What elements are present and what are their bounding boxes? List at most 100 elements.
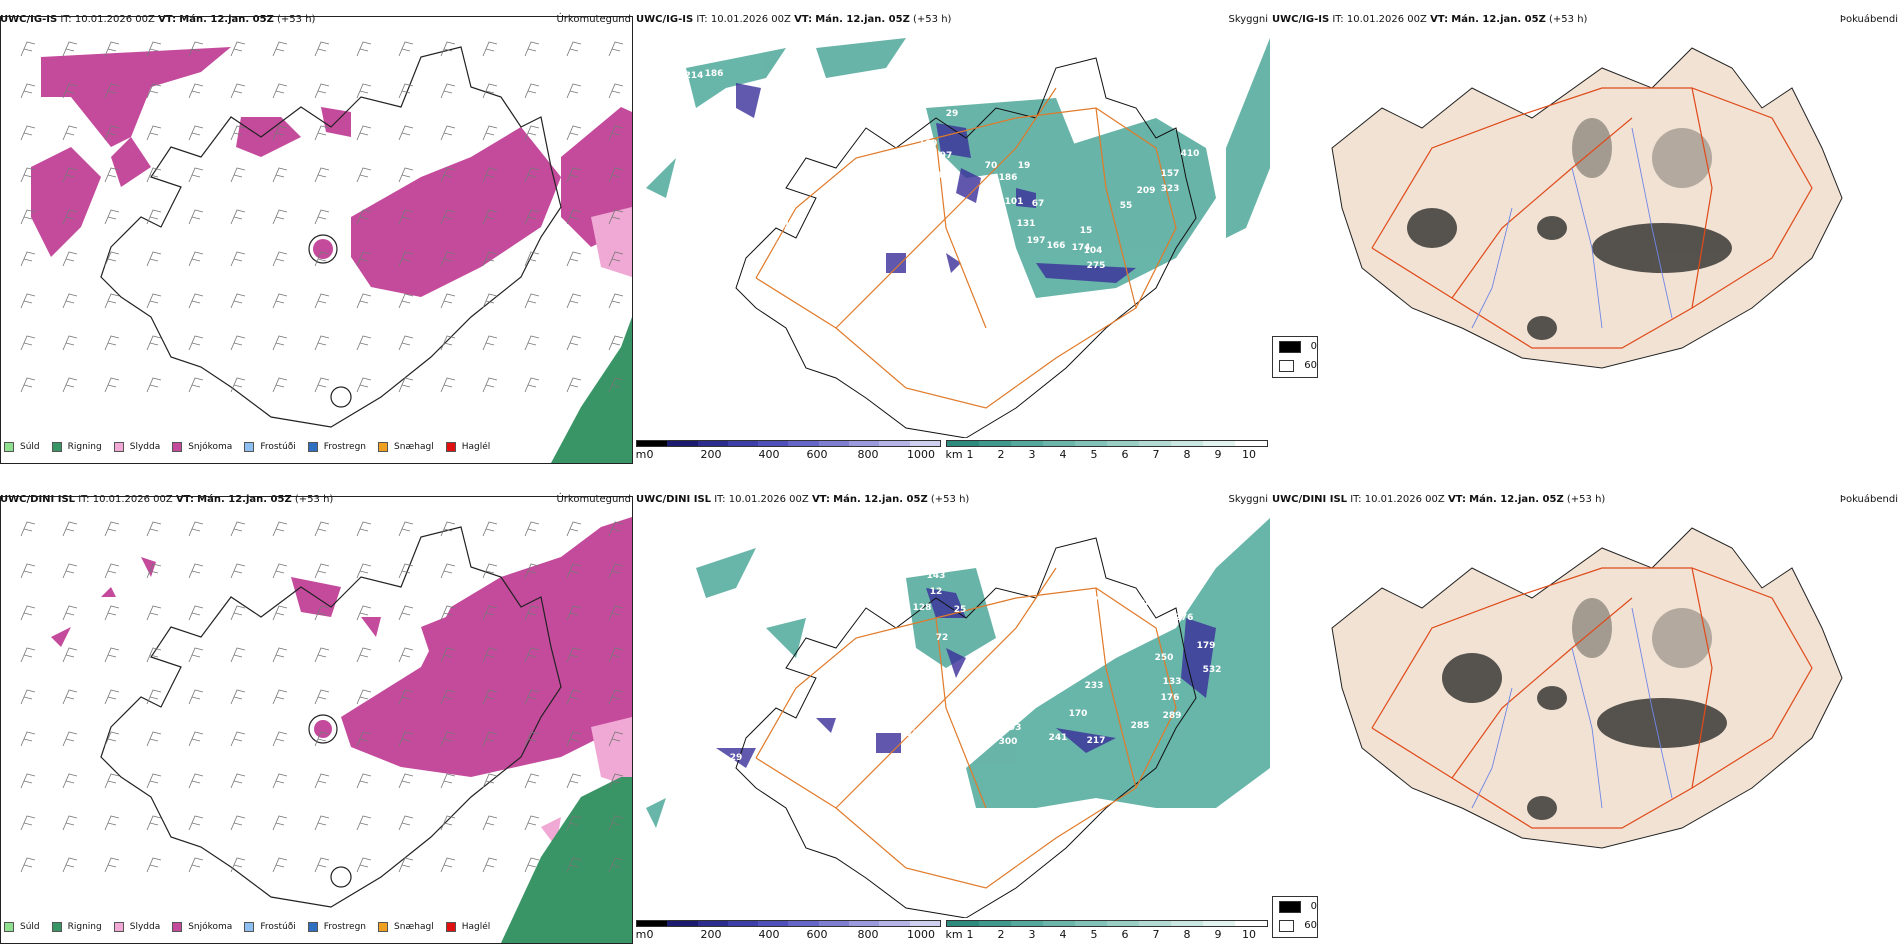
wind-barb [272, 41, 288, 57]
wind-barb [398, 377, 414, 393]
wind-barb [440, 731, 456, 747]
precip-type-map-frame [0, 16, 633, 464]
wind-barb [230, 563, 246, 579]
wind-barb [524, 293, 540, 309]
wind-barb [314, 41, 330, 57]
wind-barb [398, 209, 414, 225]
precip-value-label: 13 [730, 737, 743, 747]
wind-barb [62, 83, 78, 99]
wind-barb [524, 209, 540, 225]
wind-barb [566, 167, 582, 183]
colorbar-tick: 9 [1214, 448, 1222, 461]
wind-barb [608, 857, 624, 873]
wind-barb [104, 647, 120, 663]
precip-value-label: 12 [930, 587, 943, 597]
wind-barb [62, 41, 78, 57]
precip-value-label: 186 [705, 69, 724, 79]
wind-barb [188, 815, 204, 831]
colorbar-step [1235, 441, 1267, 446]
lead-time: (+53 h) [1549, 14, 1588, 25]
legend-swatch [445, 442, 456, 452]
wind-barb [272, 563, 288, 579]
wind-barb [608, 335, 624, 351]
wind-barb [20, 167, 36, 183]
wind-barb [356, 563, 372, 579]
colorbar-step [1043, 921, 1075, 926]
precip-value-label: 169 [919, 139, 938, 149]
wind-barb [524, 605, 540, 621]
valid-time: Mán. 12.jan. 05Z [833, 494, 928, 505]
wind-barb [482, 773, 498, 789]
precip-value-label: 157 [1161, 169, 1180, 179]
lead-time: (+53 h) [913, 14, 952, 25]
wind-barb [314, 857, 330, 873]
wind-barb [524, 773, 540, 789]
low-visibility-areas [646, 38, 1270, 298]
precip-type-map [20, 41, 632, 463]
visibility-colorbar-ticks: km 1 2 3 4 5 6 7 8 9 10 [945, 927, 1268, 941]
init-time: 10.01.2026 00Z [1346, 14, 1427, 25]
wind-barb [20, 605, 36, 621]
colorbar-tick: 1 [966, 448, 974, 461]
legend-item: Frostregn [307, 442, 366, 452]
precip-value-label: 149 [979, 723, 998, 733]
colorbar-step [909, 441, 940, 446]
legend-swatch [51, 922, 62, 932]
legend-item: Frostregn [307, 922, 366, 932]
colorbar-step [788, 441, 819, 446]
height-colorbar-strip [636, 920, 941, 927]
wind-barb [524, 41, 540, 57]
precip-type-legend: Súld Rigning Slydda Snjókoma Frostúði Fr… [4, 442, 502, 452]
wind-barb [230, 209, 246, 225]
legend-item: Haglél [445, 922, 490, 932]
wind-barb [20, 689, 36, 705]
colorbar-step [947, 921, 979, 926]
wind-barb [230, 689, 246, 705]
init-time-label: IT: [1350, 494, 1362, 505]
precip-type-legend: Súld Rigning Slydda Snjókoma Frostúði Fr… [4, 922, 502, 932]
precip-value-label: 97 [940, 151, 953, 161]
wind-barb [104, 563, 120, 579]
wind-barb [398, 83, 414, 99]
wind-barb [566, 605, 582, 621]
wind-barb [356, 335, 372, 351]
wind-barb [356, 647, 372, 663]
precip-value-label: 772 [1087, 596, 1106, 606]
wind-barb [230, 605, 246, 621]
colorbar-step [1107, 921, 1139, 926]
wind-barb [230, 521, 246, 537]
wind-barb [482, 731, 498, 747]
colorbar-tick: 9 [1214, 928, 1222, 941]
height-colorbar-ticks: m 0 200 400 600 800 1000 [636, 927, 941, 941]
iceland-coastline [100, 526, 562, 908]
wind-barb [230, 167, 246, 183]
wind-barb [314, 731, 330, 747]
wind-barb [566, 335, 582, 351]
colorbar-tick: 5 [1090, 928, 1098, 941]
cloud-panel-row1: UWC/IG-IS IT: 10.01.2026 00Z VT: Mán. 12… [636, 12, 1270, 464]
model-name: UWC/DINI ISL [0, 494, 76, 505]
wind-barb [104, 857, 120, 873]
precip-value-label: 217 [1087, 736, 1106, 746]
wind-barb [440, 815, 456, 831]
wind-barb [230, 293, 246, 309]
height-colorbar: m 0 200 400 600 800 1000 [636, 920, 941, 941]
colorbar-step [849, 441, 880, 446]
wind-barb [188, 563, 204, 579]
precip-value-label: 283 [1121, 619, 1140, 629]
colorbar-step [947, 441, 979, 446]
precip-type-panel-row2: UWC/DINI ISL IT: 10.01.2026 00Z VT: Mán.… [0, 492, 633, 944]
roads [755, 87, 1177, 409]
colorbar-tick: 3 [1028, 928, 1036, 941]
colorbar-step [637, 441, 668, 446]
colorbar-tick: 1 [966, 928, 974, 941]
colorbar-step [697, 441, 728, 446]
wind-barb [398, 167, 414, 183]
wind-barb [356, 167, 372, 183]
colorbar-step [879, 441, 910, 446]
wind-barb [566, 41, 582, 57]
wind-barb [566, 521, 582, 537]
sleet-areas [591, 207, 632, 277]
precip-value-label: 170 [1069, 709, 1088, 719]
valid-time-label: VT: [158, 14, 177, 25]
